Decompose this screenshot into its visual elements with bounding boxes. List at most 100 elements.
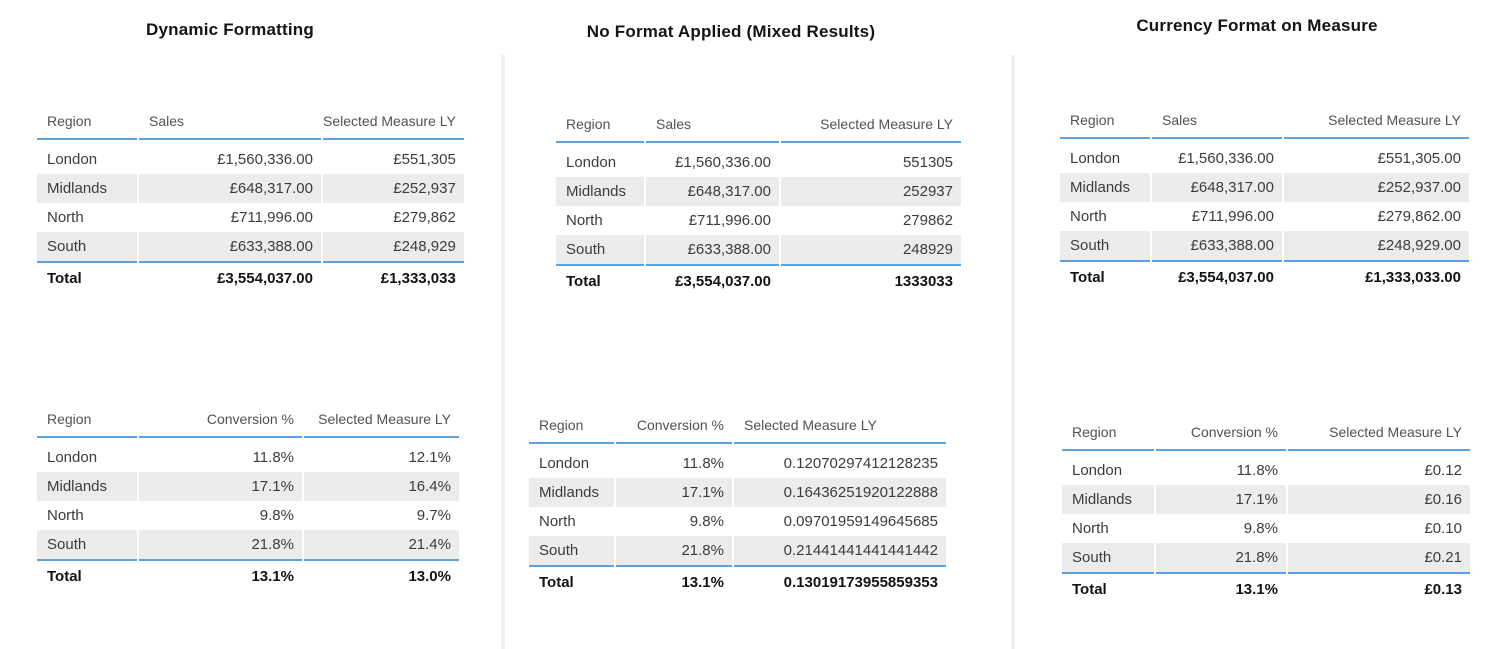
table-row[interactable]: London £1,560,336.00 £551,305.00 <box>1060 144 1469 173</box>
table-row[interactable]: North £711,996.00 £279,862.00 <box>1060 202 1469 231</box>
value-cell[interactable]: 17.1% <box>1156 485 1286 514</box>
region-cell[interactable]: London <box>566 154 617 171</box>
region-cell[interactable]: London <box>1072 462 1123 479</box>
region-cell[interactable]: South <box>1062 543 1154 572</box>
value-cell[interactable]: £1,560,336.00 <box>217 151 313 168</box>
table-row[interactable]: South 21.8% 21.4% <box>37 530 459 559</box>
column-header[interactable]: Region <box>1060 103 1150 139</box>
region-cell[interactable]: North <box>1070 208 1107 225</box>
column-header[interactable]: Conversion % <box>616 408 732 444</box>
value-cell[interactable]: 0.12070297412128235 <box>783 455 938 472</box>
column-header[interactable]: Selected Measure LY <box>781 107 961 143</box>
value-cell[interactable]: 0.21441441441441442 <box>734 536 946 565</box>
table-row[interactable]: London £1,560,336.00 £551,305 <box>37 145 464 174</box>
region-cell[interactable]: Midlands <box>529 478 614 507</box>
value-cell[interactable]: 11.8% <box>682 455 724 472</box>
value-cell[interactable]: 17.1% <box>139 472 302 501</box>
table-row[interactable]: South 21.8% £0.21 <box>1062 543 1470 572</box>
value-cell[interactable]: 9.8% <box>689 513 724 530</box>
region-cell[interactable]: Midlands <box>37 174 137 203</box>
value-cell[interactable]: £633,388.00 <box>646 235 779 264</box>
value-cell[interactable]: £1,560,336.00 <box>1178 150 1274 167</box>
value-cell[interactable]: £633,388.00 <box>1152 231 1282 260</box>
value-cell[interactable]: £279,862 <box>393 209 456 226</box>
table-row[interactable]: Midlands £648,317.00 £252,937 <box>37 174 464 203</box>
value-cell[interactable]: 279862 <box>902 212 953 229</box>
value-cell[interactable]: 12.1% <box>408 449 451 466</box>
value-cell[interactable]: 16.4% <box>304 472 459 501</box>
region-cell[interactable]: South <box>37 232 137 261</box>
region-cell[interactable]: South <box>529 536 614 565</box>
column-header[interactable]: Selected Measure LY <box>734 408 946 444</box>
value-cell[interactable]: 11.8% <box>1236 462 1278 479</box>
region-cell[interactable]: South <box>1060 231 1150 260</box>
table-row[interactable]: South £633,388.00 £248,929 <box>37 232 464 261</box>
column-header[interactable]: Region <box>1062 415 1154 451</box>
table-row[interactable]: Midlands 17.1% 0.16436251920122888 <box>529 478 946 507</box>
value-cell[interactable]: 11.8% <box>252 449 294 466</box>
value-cell[interactable]: £0.16 <box>1288 485 1470 514</box>
value-cell[interactable]: £633,388.00 <box>139 232 321 261</box>
value-cell[interactable]: 17.1% <box>616 478 732 507</box>
column-header[interactable]: Selected Measure LY <box>1288 415 1470 451</box>
value-cell[interactable]: £252,937.00 <box>1284 173 1469 202</box>
region-cell[interactable]: London <box>1070 150 1121 167</box>
column-header[interactable]: Selected Measure LY <box>1284 103 1469 139</box>
value-cell[interactable]: £0.10 <box>1424 520 1462 537</box>
value-cell[interactable]: 9.7% <box>416 507 451 524</box>
table-row[interactable]: South £633,388.00 248929 <box>556 235 961 264</box>
column-header[interactable]: Region <box>37 402 137 438</box>
column-header[interactable]: Sales <box>646 107 779 143</box>
region-cell[interactable]: North <box>539 513 576 530</box>
value-cell[interactable]: 0.09701959149645685 <box>783 513 938 530</box>
table-row[interactable]: Midlands 17.1% £0.16 <box>1062 485 1470 514</box>
table-row[interactable]: North 9.8% £0.10 <box>1062 514 1470 543</box>
table-row[interactable]: North £711,996.00 £279,862 <box>37 203 464 232</box>
value-cell[interactable]: £0.21 <box>1288 543 1470 572</box>
table-row[interactable]: North 9.8% 0.09701959149645685 <box>529 507 946 536</box>
value-cell[interactable]: 21.8% <box>616 536 732 565</box>
table-row[interactable]: Midlands 17.1% 16.4% <box>37 472 459 501</box>
region-cell[interactable]: North <box>566 212 603 229</box>
region-cell[interactable]: Midlands <box>1062 485 1154 514</box>
value-cell[interactable]: £711,996.00 <box>230 209 313 226</box>
value-cell[interactable]: 0.16436251920122888 <box>734 478 946 507</box>
column-header[interactable]: Region <box>556 107 644 143</box>
value-cell[interactable]: 9.8% <box>259 507 294 524</box>
value-cell[interactable]: £551,305 <box>393 151 456 168</box>
region-cell[interactable]: Midlands <box>1060 173 1150 202</box>
value-cell[interactable]: £551,305.00 <box>1377 150 1461 167</box>
value-cell[interactable]: 551305 <box>902 154 953 171</box>
value-cell[interactable]: 248929 <box>781 235 961 264</box>
value-cell[interactable]: £248,929.00 <box>1284 231 1469 260</box>
region-cell[interactable]: North <box>47 507 84 524</box>
column-header[interactable]: Conversion % <box>139 402 302 438</box>
value-cell[interactable]: £648,317.00 <box>646 177 779 206</box>
value-cell[interactable]: £0.12 <box>1424 462 1462 479</box>
value-cell[interactable]: 21.8% <box>1156 543 1286 572</box>
value-cell[interactable]: £1,560,336.00 <box>675 154 771 171</box>
column-header[interactable]: Selected Measure LY <box>323 104 464 140</box>
column-header[interactable]: Conversion % <box>1156 415 1286 451</box>
table-row[interactable]: London 11.8% 12.1% <box>37 443 459 472</box>
value-cell[interactable]: £648,317.00 <box>139 174 321 203</box>
value-cell[interactable]: 9.8% <box>1243 520 1278 537</box>
region-cell[interactable]: South <box>556 235 644 264</box>
region-cell[interactable]: North <box>1072 520 1109 537</box>
table-row[interactable]: Midlands £648,317.00 252937 <box>556 177 961 206</box>
region-cell[interactable]: Midlands <box>556 177 644 206</box>
table-row[interactable]: South £633,388.00 £248,929.00 <box>1060 231 1469 260</box>
region-cell[interactable]: London <box>47 151 98 168</box>
region-cell[interactable]: South <box>37 530 137 559</box>
region-cell[interactable]: London <box>539 455 590 472</box>
value-cell[interactable]: £711,996.00 <box>688 212 771 229</box>
table-row[interactable]: London £1,560,336.00 551305 <box>556 148 961 177</box>
column-header[interactable]: Sales <box>1152 103 1282 139</box>
table-row[interactable]: Midlands £648,317.00 £252,937.00 <box>1060 173 1469 202</box>
table-row[interactable]: North £711,996.00 279862 <box>556 206 961 235</box>
column-header[interactable]: Region <box>529 408 614 444</box>
value-cell[interactable]: 21.4% <box>304 530 459 559</box>
table-row[interactable]: South 21.8% 0.21441441441441442 <box>529 536 946 565</box>
value-cell[interactable]: £711,996.00 <box>1191 208 1274 225</box>
table-row[interactable]: North 9.8% 9.7% <box>37 501 459 530</box>
